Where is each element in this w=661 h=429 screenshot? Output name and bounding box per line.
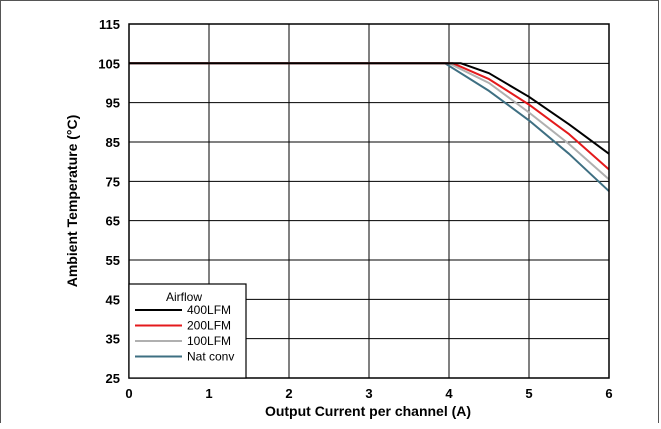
plot-border <box>128 23 610 379</box>
legend-box <box>128 283 247 379</box>
x-tick-label: 3 <box>365 386 372 401</box>
legend-label: 100LFM <box>187 334 231 348</box>
legend-label: 200LFM <box>187 319 231 333</box>
x-tick-label: 4 <box>445 386 453 401</box>
legend-title: Airflow <box>166 290 202 304</box>
y-tick-label: 85 <box>106 135 120 150</box>
legend-label: Nat conv <box>187 350 234 364</box>
y-tick-label: 55 <box>106 253 120 268</box>
y-tick-label: 95 <box>106 96 120 111</box>
y-tick-label: 75 <box>106 174 120 189</box>
y-tick-label: 25 <box>106 371 120 386</box>
y-tick-label: 35 <box>106 332 120 347</box>
legend-label: 400LFM <box>187 303 231 317</box>
series-lines <box>129 62 610 192</box>
x-tick-label: 5 <box>525 386 532 401</box>
y-axis-label: Ambient Temperature (°C) <box>64 115 80 288</box>
x-tick-label: 6 <box>605 386 612 401</box>
y-tick-label: 65 <box>106 214 120 229</box>
y-tick-label: 105 <box>98 56 120 71</box>
series-line-400lfm <box>129 62 610 155</box>
x-tick-label: 2 <box>285 386 292 401</box>
x-axis-label: Output Current per channel (A) <box>265 403 471 419</box>
x-tick-label: 1 <box>205 386 212 401</box>
x-tick-label: 0 <box>125 386 132 401</box>
y-tick-label: 45 <box>106 292 120 307</box>
y-tick-label: 115 <box>99 17 120 32</box>
